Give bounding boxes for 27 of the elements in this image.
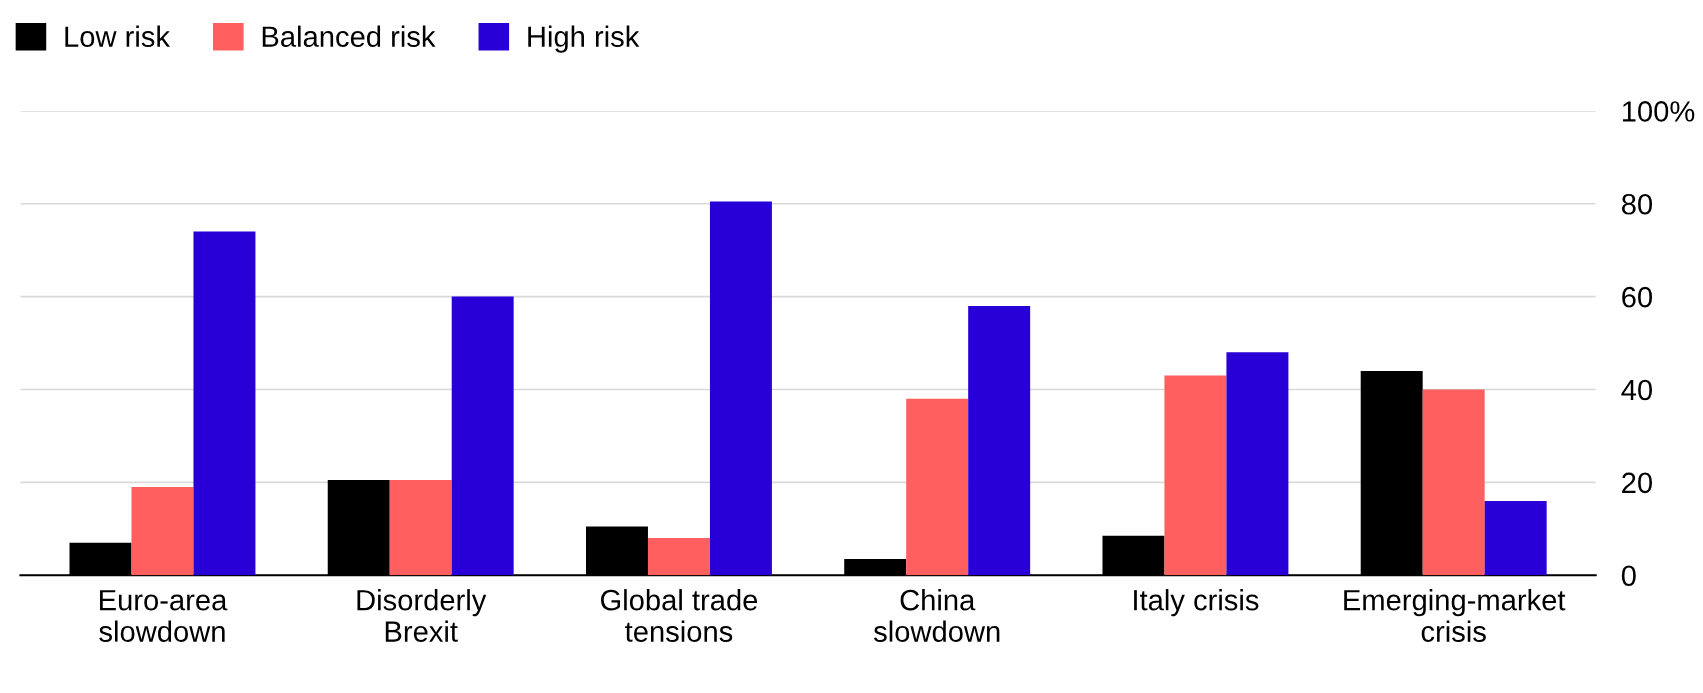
bar	[709, 201, 772, 576]
bar	[451, 296, 514, 576]
y-tick-label: 20	[1622, 472, 1653, 494]
x-tick-label: China slowdown	[873, 589, 1000, 642]
x-tick-label: Disorderly Brexit	[357, 589, 487, 642]
x-tick-label: Euro-area slowdown	[99, 590, 228, 642]
bar	[647, 538, 710, 576]
legend-label: Low risk	[65, 25, 171, 48]
bar	[906, 398, 969, 576]
bar	[131, 486, 194, 576]
bar	[1484, 500, 1547, 576]
bar	[1226, 352, 1289, 576]
x-tick-label: Emerging-market crisis	[1344, 589, 1566, 642]
y-tick-label: 100%	[1622, 101, 1695, 122]
y-tick-label: 60	[1622, 286, 1653, 308]
bar	[1422, 389, 1485, 576]
bar	[968, 305, 1031, 576]
y-tick-label: 80	[1621, 193, 1653, 215]
x-tick-label: Italy crisis	[1134, 589, 1259, 617]
bar	[389, 480, 452, 576]
bar	[1164, 375, 1227, 576]
legend-label: High risk	[528, 25, 640, 53]
x-tick-label: Global trade tensions	[600, 589, 758, 642]
y-tick-label: 0	[1621, 565, 1636, 587]
bar	[193, 231, 256, 576]
y-tick-label: 40	[1621, 379, 1653, 401]
legend-label: Balanced risk	[262, 25, 436, 48]
